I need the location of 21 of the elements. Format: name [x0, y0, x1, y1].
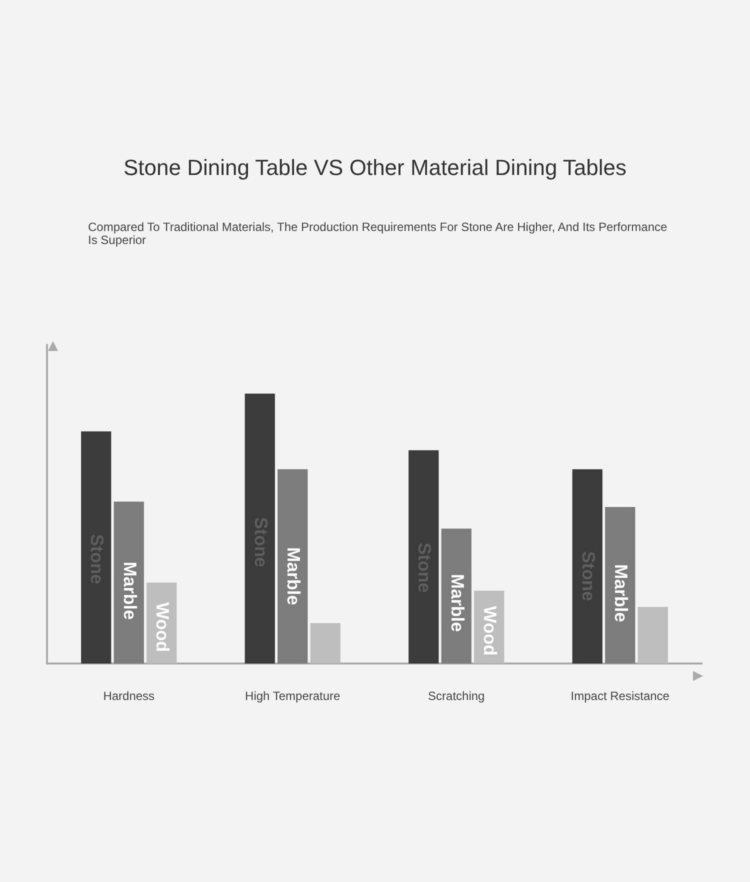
bar: [278, 469, 308, 664]
bar: [572, 469, 602, 664]
x-tick-label: Impact Resistance: [570, 689, 670, 704]
text: Marble: [284, 547, 304, 606]
bar: [638, 606, 668, 664]
bar: [81, 431, 112, 664]
series-label: Marble: [120, 562, 140, 620]
bar: [408, 450, 439, 664]
series-label: Wood: [152, 602, 173, 652]
x-tick-label: High Temperature: [245, 689, 341, 704]
text: Wood: [480, 606, 500, 656]
bar: [310, 623, 340, 664]
bar: [114, 502, 144, 664]
x-tick-label: Hardness: [103, 689, 155, 704]
x-tick-label: Scratching: [428, 689, 485, 704]
chart-title: Stone Dining Table VS Other Material Dining Tables: [122, 155, 628, 181]
text: Marble: [611, 564, 632, 622]
chart-subtitle: Compared To Traditional Materials, The Production Requirements For Stone Are Higher, And Its Performance Is Superior: [88, 220, 668, 247]
bar: [244, 394, 275, 664]
bar: [605, 507, 636, 664]
text: Marble: [447, 574, 468, 632]
